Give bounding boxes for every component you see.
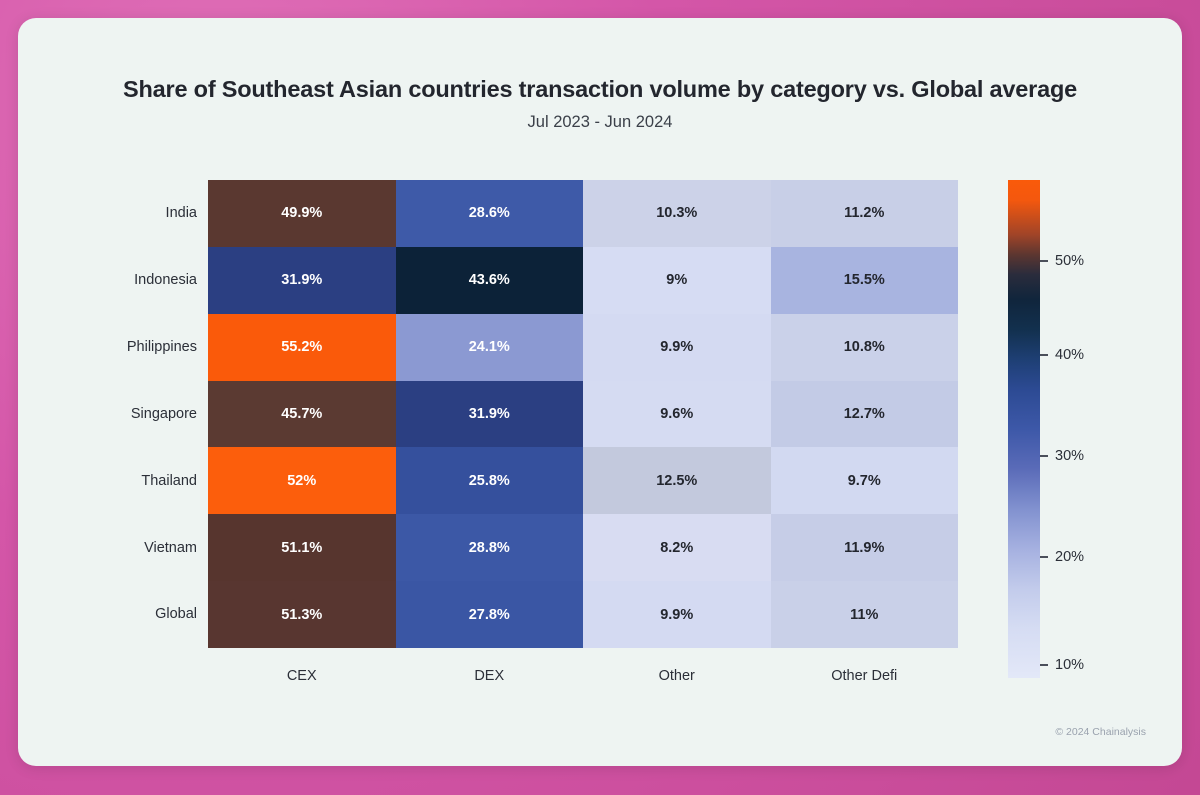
row-label: Indonesia (134, 272, 197, 289)
column-axis-labels: CEX DEX Other Other Defi (208, 648, 958, 688)
heatmap-cell[interactable]: 45.7% (208, 380, 396, 448)
row-label: Philippines (126, 339, 197, 356)
heatmap-cell[interactable]: 9.7% (770, 447, 958, 515)
table-row: 49.9% 28.6% 10.3% 11.2% (208, 180, 958, 247)
row-axis-labels: India Indonesia Philippines Singapore Thaila… (78, 180, 200, 648)
heatmap-body: 49.9% 28.6% 10.3% 11.2% 31.9% 43.6% 9% 15.5% 55.… (208, 180, 958, 648)
heatmap-cell[interactable]: 24.1% (395, 313, 583, 381)
heatmap-cell[interactable]: 12.7% (770, 380, 958, 448)
copyright-footer: © 2024 Chainalysis (1055, 726, 1146, 738)
table-row: 51.3% 27.8% 9.9% 11% (208, 581, 958, 648)
colorbar-tick: 30% (1040, 448, 1084, 464)
colorbar-tick-label: 40% (1055, 347, 1085, 364)
heatmap-cell[interactable]: 10.3% (583, 180, 771, 247)
colorbar: 50% 40% 30% 20% 10% (1008, 180, 1128, 680)
table-row: 31.9% 43.6% 9% 15.5% (208, 246, 958, 314)
tick-mark-icon (1040, 354, 1048, 357)
colorbar-tick: 50% (1040, 253, 1084, 269)
column-label: Other Defi (831, 668, 898, 684)
heatmap-cell[interactable]: 51.1% (208, 514, 396, 582)
page-title: Share of Southeast Asian countries trans… (123, 76, 1077, 102)
colorbar-gradient (1008, 180, 1040, 678)
tick-mark-icon (1040, 664, 1048, 667)
chart-header: Share of Southeast Asian countries trans… (18, 18, 1182, 132)
heatmap-cell[interactable]: 43.6% (395, 246, 583, 314)
tick-mark-icon (1040, 555, 1048, 558)
heatmap-cell[interactable]: 51.3% (208, 581, 396, 648)
row-label: India (165, 205, 197, 222)
tick-mark-icon (1040, 454, 1048, 457)
table-row: 55.2% 24.1% 9.9% 10.8% (208, 313, 958, 381)
column-label: Other (658, 668, 695, 684)
heatmap-cell[interactable]: 52% (208, 447, 396, 515)
chart-subtitle: Jul 2023 - Jun 2024 (527, 113, 673, 131)
heatmap-cell[interactable]: 11.2% (770, 180, 958, 247)
row-label: Singapore (130, 405, 197, 422)
table-row: 51.1% 28.8% 8.2% 11.9% (208, 514, 958, 582)
colorbar-tick-label: 20% (1055, 548, 1085, 565)
colorbar-tick: 40% (1040, 347, 1084, 363)
heatmap-cell[interactable]: 49.9% (208, 180, 396, 247)
heatmap-cell[interactable]: 28.6% (395, 180, 583, 247)
heatmap-cell[interactable]: 27.8% (395, 581, 583, 648)
colorbar-tick-label: 50% (1055, 253, 1085, 270)
heatmap-cell[interactable]: 31.9% (208, 246, 396, 314)
chart-card: Share of Southeast Asian countries trans… (18, 18, 1182, 766)
heatmap-plot: India Indonesia Philippines Singapore Thaila… (18, 18, 1182, 766)
heatmap-cell[interactable]: 9.9% (583, 581, 771, 648)
heatmap-cell[interactable]: 9.9% (583, 313, 771, 381)
row-label: Vietnam (144, 539, 197, 556)
heatmap-cell[interactable]: 11.9% (770, 514, 958, 582)
heatmap-cell[interactable]: 25.8% (395, 447, 583, 515)
colorbar-tick-label: 10% (1055, 657, 1085, 674)
heatmap-cell[interactable]: 12.5% (583, 447, 771, 515)
heatmap-cell[interactable]: 10.8% (770, 313, 958, 381)
tick-mark-icon (1040, 260, 1048, 263)
heatmap-cell[interactable]: 15.5% (770, 246, 958, 314)
heatmap-cell[interactable]: 9% (583, 246, 771, 314)
heatmap-cell[interactable]: 31.9% (395, 380, 583, 448)
table-row: 52% 25.8% 12.5% 9.7% (208, 447, 958, 515)
colorbar-tick-label: 30% (1055, 447, 1085, 464)
table-row: 45.7% 31.9% 9.6% 12.7% (208, 380, 958, 448)
heatmap-cell[interactable]: 55.2% (208, 313, 396, 381)
heatmap-table: 49.9% 28.6% 10.3% 11.2% 31.9% 43.6% 9% 15.5% 55.… (208, 180, 958, 648)
colorbar-tick: 10% (1040, 657, 1084, 673)
column-label: DEX (474, 668, 505, 684)
heatmap-cell[interactable]: 8.2% (583, 514, 771, 582)
heatmap-cell[interactable]: 28.8% (395, 514, 583, 582)
heatmap-cell[interactable]: 11% (770, 581, 958, 648)
row-label: Thailand (141, 472, 197, 489)
row-label: Global (155, 606, 197, 623)
heatmap-cell[interactable]: 9.6% (583, 380, 771, 448)
colorbar-tick: 20% (1040, 549, 1084, 565)
heatmap-grid-wrap: 49.9% 28.6% 10.3% 11.2% 31.9% 43.6% 9% 15.5% 55.… (208, 180, 958, 648)
column-label: CEX (286, 668, 317, 684)
